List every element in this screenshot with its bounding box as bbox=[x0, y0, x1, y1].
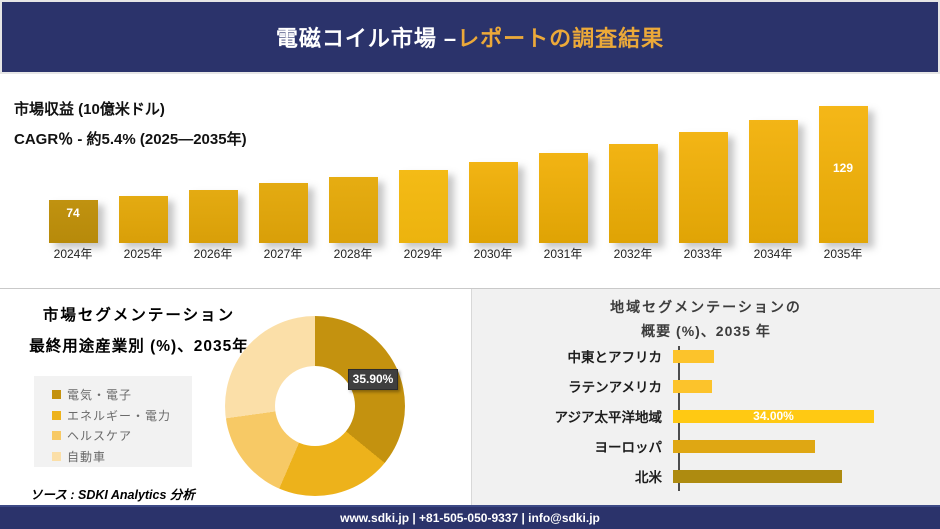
x-axis-label: 2024年 bbox=[53, 247, 93, 261]
x-axis-label: 2028年 bbox=[333, 247, 373, 261]
revenue-column: 2025年 bbox=[108, 196, 178, 264]
region-rows: 中東とアフリカ ラテンアメリカアジア太平洋地域 34.00% ヨーロッパ北米 bbox=[472, 341, 940, 491]
footer-contact: www.sdki.jp | +81-505-050-9337 | info@sd… bbox=[340, 511, 600, 525]
bar-value-label: 74 bbox=[66, 206, 80, 220]
legend-item: 電気・電子 bbox=[52, 386, 192, 403]
legend-item: エネルギー・電力 bbox=[52, 407, 192, 424]
donut-callout-tooltip: 35.90% bbox=[348, 369, 398, 390]
revenue-bar: 129 bbox=[818, 106, 868, 243]
region-panel: 地域セグメンテーションの 概要 (%)、2035 年 中東とアフリカ ラテンアメリ… bbox=[471, 289, 940, 506]
revenue-bar bbox=[678, 132, 728, 243]
header-banner: 電磁コイル市場 – レポートの調査結果 bbox=[0, 0, 940, 74]
revenue-bar bbox=[748, 120, 798, 243]
legend-swatch bbox=[52, 389, 61, 399]
region-label: 北米 bbox=[635, 470, 662, 485]
revenue-column: 2027年 bbox=[248, 183, 318, 264]
legend-item: ヘルスケア bbox=[52, 427, 192, 444]
region-bar: 34.00% bbox=[673, 409, 874, 423]
revenue-chart-title: 市場収益 (10億米ドル) bbox=[14, 101, 165, 118]
revenue-column: 2034年 bbox=[738, 120, 808, 264]
x-axis-label: 2031年 bbox=[543, 247, 583, 261]
revenue-bar bbox=[258, 183, 308, 243]
region-bar bbox=[673, 469, 842, 483]
revenue-bar bbox=[188, 190, 238, 243]
revenue-bar: 74 bbox=[48, 200, 98, 243]
segmentation-title-line1: 市場セグメンテーション bbox=[42, 307, 236, 324]
segmentation-title-line2: 最終用途産業別 (%)、2035年 bbox=[29, 338, 249, 355]
region-title-line1: 地域セグメンテーションの bbox=[610, 299, 802, 315]
revenue-bar bbox=[538, 153, 588, 243]
revenue-chart-section: 市場収益 (10億米ドル) CAGR％ - 約5.4% (2025―2035年)… bbox=[0, 74, 940, 288]
revenue-column: 2029年 bbox=[388, 170, 458, 264]
revenue-bar bbox=[608, 144, 658, 243]
revenue-column: 129 2035年 bbox=[808, 106, 878, 264]
region-titles: 地域セグメンテーションの 概要 (%)、2035 年 bbox=[472, 297, 940, 341]
region-row: 北米 bbox=[472, 461, 940, 491]
segmentation-panel: 市場セグメンテーション 最終用途産業別 (%)、2035年 電気・電子エネルギー… bbox=[0, 289, 470, 506]
legend-label: ヘルスケア bbox=[67, 429, 133, 444]
source-note: ソース : SDKI Analytics 分析 bbox=[30, 488, 195, 502]
x-axis-label: 2027年 bbox=[263, 247, 303, 261]
region-label: ラテンアメリカ bbox=[568, 380, 662, 395]
revenue-column: 2033年 bbox=[668, 132, 738, 264]
bottom-section: 市場セグメンテーション 最終用途産業別 (%)、2035年 電気・電子エネルギー… bbox=[0, 288, 940, 506]
x-axis-label: 2025年 bbox=[123, 247, 163, 261]
region-row: 中東とアフリカ bbox=[472, 341, 940, 371]
revenue-bar bbox=[328, 177, 378, 243]
region-bar bbox=[673, 349, 714, 363]
legend-label: エネルギー・電力 bbox=[67, 408, 172, 423]
x-axis-label: 2030年 bbox=[473, 247, 513, 261]
segmentation-titles: 市場セグメンテーション 最終用途産業別 (%)、2035年 bbox=[0, 303, 278, 356]
revenue-column: 2030年 bbox=[458, 162, 528, 264]
revenue-column: 2032年 bbox=[598, 144, 668, 264]
region-bar bbox=[673, 439, 815, 453]
revenue-bar bbox=[468, 162, 518, 243]
region-bar bbox=[673, 379, 712, 393]
region-title-line2: 概要 (%)、2035 年 bbox=[641, 323, 771, 339]
x-axis-label: 2026年 bbox=[193, 247, 233, 261]
legend-label: 電気・電子 bbox=[67, 387, 133, 402]
region-label: 中東とアフリカ bbox=[567, 350, 663, 365]
footer-banner: www.sdki.jp | +81-505-050-9337 | info@sd… bbox=[0, 505, 940, 529]
region-row: アジア太平洋地域 34.00% bbox=[472, 401, 940, 431]
donut-legend: 電気・電子エネルギー・電力 ヘルスケア自動車 bbox=[34, 376, 192, 467]
bar-value-label: 129 bbox=[832, 161, 854, 175]
region-row: ラテンアメリカ bbox=[472, 371, 940, 401]
donut-chart bbox=[225, 316, 405, 496]
legend-label: 自動車 bbox=[67, 450, 107, 465]
x-axis-label: 2029年 bbox=[403, 247, 443, 261]
revenue-bar bbox=[398, 170, 448, 243]
revenue-cagr-subtitle: CAGR％ - 約5.4% (2025―2035年) bbox=[14, 131, 247, 148]
legend-swatch bbox=[52, 431, 61, 441]
legend-swatch bbox=[52, 452, 61, 462]
bar-value-label: 34.00% bbox=[753, 409, 794, 423]
revenue-column: 2026年 bbox=[178, 190, 248, 264]
revenue-column: 74 2024年 bbox=[38, 200, 108, 264]
x-axis-label: 2034年 bbox=[753, 247, 793, 261]
legend-swatch bbox=[52, 410, 61, 420]
page-title: 電磁コイル市場 – bbox=[275, 26, 458, 51]
revenue-bars: 74 2024年 2025年 2026年 2027年 2028年 2029年 2030年 203… bbox=[38, 74, 878, 264]
revenue-column: 2031年 bbox=[528, 153, 598, 264]
region-label: ヨーロッパ bbox=[594, 440, 663, 455]
legend-item: 自動車 bbox=[52, 448, 192, 465]
page-title-accent: レポートの調査結果 bbox=[457, 26, 665, 51]
x-axis-label: 2032年 bbox=[613, 247, 653, 261]
region-label: アジア太平洋地域 bbox=[554, 410, 662, 425]
revenue-bar bbox=[118, 196, 168, 243]
revenue-column: 2028年 bbox=[318, 177, 388, 264]
region-row: ヨーロッパ bbox=[472, 431, 940, 461]
x-axis-label: 2033年 bbox=[683, 247, 723, 261]
x-axis-label: 2035年 bbox=[823, 247, 863, 261]
